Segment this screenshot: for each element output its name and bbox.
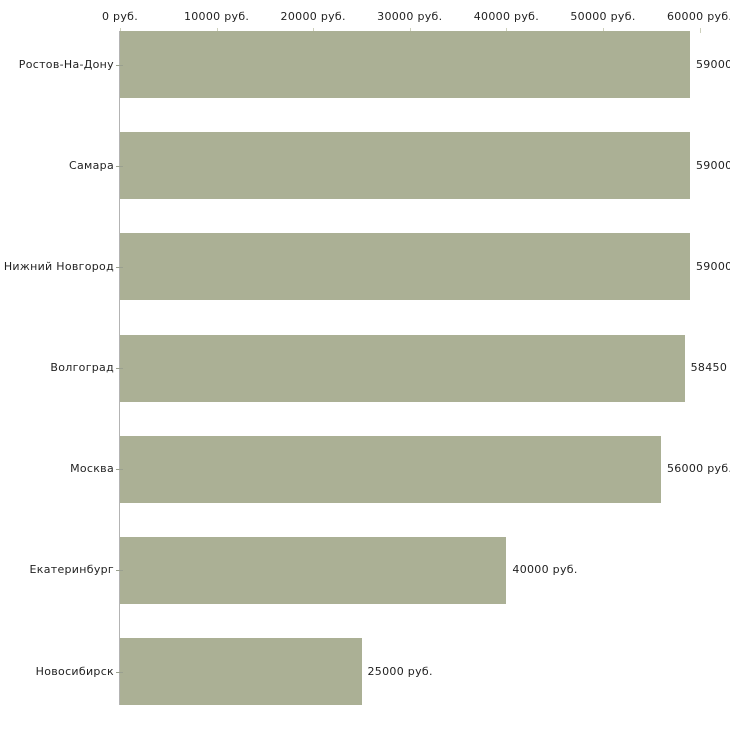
x-tick-label: 60000 руб. (666, 10, 730, 23)
x-tick-label: 20000 руб. (280, 10, 346, 23)
y-tick-mark (116, 672, 123, 673)
x-tick-mark (506, 28, 508, 33)
bar-1 (120, 31, 690, 98)
y-tick-mark (116, 267, 123, 268)
value-label: 59000 (695, 259, 730, 273)
bar-2 (120, 132, 690, 200)
value-label: 40000 руб. (512, 563, 578, 577)
category-label: Самара (69, 158, 114, 172)
category-label: Екатеринбург (29, 563, 114, 577)
value-label: 58450 р (690, 361, 730, 374)
x-tick-mark (120, 28, 121, 33)
category-label: Ростов-На-Дону (18, 57, 114, 71)
y-tick-mark (116, 570, 123, 571)
value-label: 56000 руб. (666, 462, 730, 476)
y-tick-mark (116, 368, 123, 369)
x-tick-label: 50000 руб. (570, 10, 636, 23)
x-tick-mark (603, 28, 604, 33)
bar-3 (120, 233, 690, 301)
category-label: Волгоград (50, 361, 114, 374)
value-label: 59000 (695, 57, 730, 71)
bar-5 (120, 435, 661, 503)
y-tick-mark (116, 65, 123, 66)
bar-6 (120, 536, 507, 604)
bar-4 (120, 334, 685, 402)
x-tick-mark (313, 28, 315, 33)
category-label: Нижний Новгород (3, 259, 114, 273)
y-tick-mark (116, 469, 123, 470)
category-label: Москва (70, 462, 114, 476)
x-tick-label: 30000 руб. (377, 10, 443, 23)
value-label: 59000 (695, 158, 730, 172)
x-tick-label: 0 руб. (101, 10, 139, 23)
x-tick-mark (699, 28, 701, 33)
x-tick-label: 10000 руб. (183, 10, 250, 23)
y-tick-mark (116, 166, 123, 167)
bar-7 (120, 638, 362, 705)
category-label: Новосибирск (35, 664, 114, 678)
x-tick-label: 40000 руб. (473, 10, 540, 23)
value-label: 25000 руб. (367, 664, 433, 678)
x-tick-mark (216, 28, 218, 33)
x-tick-mark (409, 28, 411, 33)
